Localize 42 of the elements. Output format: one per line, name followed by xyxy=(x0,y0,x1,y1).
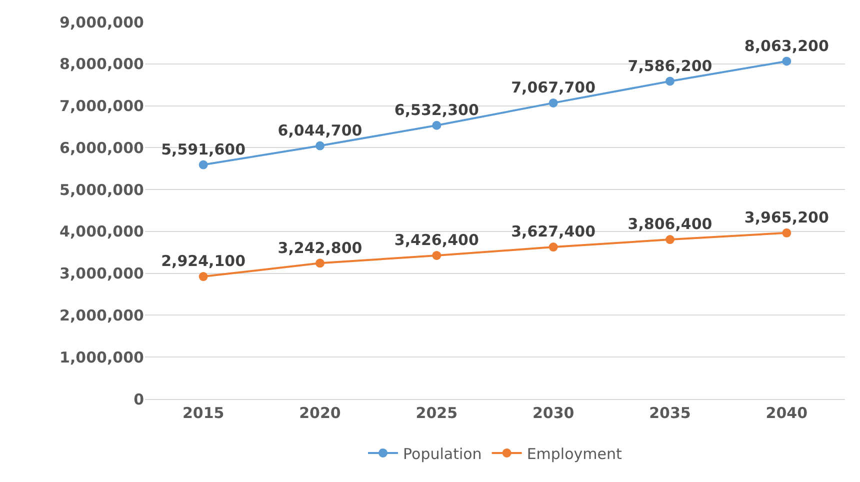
data-label: 3,965,200 xyxy=(744,208,829,227)
x-tick-label: 2030 xyxy=(532,404,574,422)
data-label: 7,586,200 xyxy=(628,56,712,75)
point xyxy=(548,242,558,252)
y-tick-label: 4,000,000 xyxy=(60,222,144,241)
data-label: 3,426,400 xyxy=(394,231,479,250)
point xyxy=(666,235,674,244)
x-tick-label: 2015 xyxy=(182,404,224,422)
data-label: 2,924,100 xyxy=(161,252,246,270)
data-label: 6,044,700 xyxy=(278,121,362,140)
legend-label: Population xyxy=(403,444,482,463)
data-label: 3,242,800 xyxy=(278,238,362,257)
data-label: 7,067,700 xyxy=(511,78,596,97)
point xyxy=(782,56,792,66)
y-tick-label: 7,000,000 xyxy=(60,97,144,116)
y-tick-label: 2,000,000 xyxy=(60,306,144,324)
y-tick-label: 0 xyxy=(134,390,144,408)
data-label: 3,806,400 xyxy=(628,215,712,234)
x-tick-label: 2035 xyxy=(649,404,691,422)
data-label: 6,532,300 xyxy=(394,100,479,119)
x-tick-label: 2020 xyxy=(299,404,341,422)
y-tick-label: 6,000,000 xyxy=(60,138,144,157)
y-tick-label: 3,000,000 xyxy=(60,264,144,283)
y-tick-label: 1,000,000 xyxy=(60,348,144,366)
data-label: 5,591,600 xyxy=(161,140,246,158)
x-tick-label: 2025 xyxy=(416,404,458,422)
point xyxy=(666,76,674,86)
point xyxy=(198,272,208,282)
legend-label: Employment xyxy=(526,444,622,463)
point xyxy=(432,120,442,130)
y-tick-label: 9,000,000 xyxy=(60,13,144,32)
y-tick-label: 8,000,000 xyxy=(60,55,144,74)
point xyxy=(432,250,442,260)
point xyxy=(198,160,208,170)
point xyxy=(316,141,324,150)
data-label: 3,627,400 xyxy=(511,222,596,241)
x-tick-label: 2040 xyxy=(766,404,808,422)
point xyxy=(548,98,558,108)
y-tick-label: 5,000,000 xyxy=(60,180,144,199)
point xyxy=(316,258,324,268)
data-label: 8,063,200 xyxy=(744,36,829,55)
point xyxy=(782,228,792,238)
